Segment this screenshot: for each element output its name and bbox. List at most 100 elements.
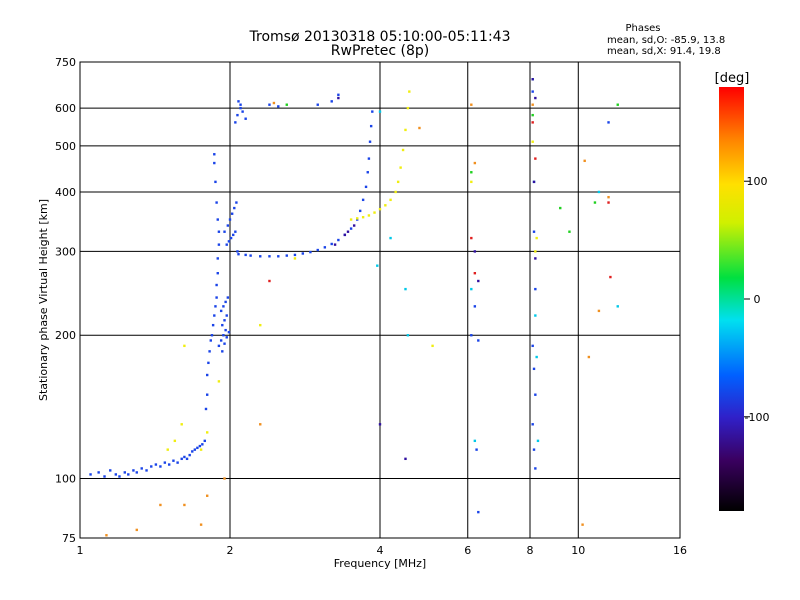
- data-point: [376, 264, 379, 267]
- phase-info-x-line: mean, sd,X: 91.4, 19.8: [607, 46, 721, 57]
- data-point: [367, 157, 371, 160]
- data-point: [234, 230, 237, 233]
- data-point: [406, 334, 410, 337]
- data-point: [140, 467, 143, 470]
- y-tick-labels: 75 100 200 300 400 500 600 750: [55, 56, 76, 545]
- data-point: [404, 287, 407, 291]
- data-point: [209, 339, 212, 342]
- data-point: [217, 230, 221, 233]
- data-point: [378, 207, 382, 211]
- data-point: [159, 465, 162, 468]
- data-point: [394, 190, 397, 194]
- data-point: [97, 471, 100, 474]
- data-point: [352, 224, 356, 227]
- data-point: [230, 212, 234, 215]
- data-point: [191, 450, 194, 453]
- data-point: [183, 503, 186, 507]
- data-point: [135, 528, 138, 532]
- data-point: [227, 240, 231, 243]
- data-point: [166, 448, 169, 451]
- data-point: [224, 300, 227, 304]
- data-point: [228, 218, 232, 221]
- data-point: [475, 448, 478, 451]
- data-point: [199, 448, 203, 451]
- data-point: [531, 344, 534, 348]
- data-point: [534, 314, 537, 317]
- data-point: [371, 110, 374, 113]
- data-point: [404, 457, 407, 461]
- data-point: [535, 355, 538, 359]
- data-point: [259, 255, 262, 258]
- y-tick-label: 100: [55, 473, 76, 486]
- data-point: [173, 439, 177, 443]
- data-point: [103, 475, 106, 478]
- data-point: [223, 342, 226, 345]
- data-point: [215, 283, 218, 287]
- data-point: [225, 336, 228, 339]
- data-point: [224, 328, 227, 332]
- data-point: [236, 113, 239, 117]
- data-point: [346, 230, 350, 233]
- data-point: [180, 457, 183, 461]
- data-point: [127, 473, 130, 476]
- phase-info-o-line: mean, sd,O: -85.9, 13.8: [607, 35, 725, 46]
- data-point: [234, 121, 237, 124]
- data-point: [559, 206, 562, 210]
- x-tick-label: 4: [377, 544, 384, 557]
- data-point: [163, 461, 167, 464]
- data-point: [259, 423, 262, 426]
- data-point: [355, 217, 359, 220]
- data-point: [477, 510, 480, 514]
- data-point: [473, 272, 477, 275]
- data-point: [364, 185, 368, 189]
- data-point: [268, 255, 271, 258]
- data-point: [473, 305, 477, 308]
- data-point: [531, 121, 534, 124]
- data-point: [531, 113, 534, 117]
- data-point: [135, 471, 138, 474]
- data-point: [205, 393, 209, 396]
- data-point: [473, 161, 477, 165]
- data-point: [531, 103, 534, 106]
- data-point: [587, 355, 591, 359]
- data-point: [193, 448, 197, 451]
- data-point: [593, 201, 597, 204]
- data-point: [293, 253, 297, 257]
- data-point: [470, 334, 473, 337]
- data-point: [204, 407, 208, 411]
- data-point: [333, 243, 337, 246]
- data-point: [109, 469, 112, 472]
- data-point: [406, 106, 410, 110]
- data-point: [404, 128, 407, 132]
- x-tick-label: 1: [77, 544, 84, 557]
- y-tick-label: 600: [55, 102, 76, 115]
- data-point: [272, 101, 276, 105]
- data-point: [268, 279, 271, 283]
- data-point: [216, 257, 219, 260]
- data-point: [196, 446, 199, 450]
- data-point: [236, 250, 239, 253]
- data-point: [309, 250, 312, 254]
- data-point: [216, 218, 219, 221]
- y-axis-label: Stationary phase Virtual Height [km]: [37, 199, 50, 401]
- data-point: [159, 503, 162, 507]
- data-point: [337, 93, 340, 96]
- chart-subtitle: RwPretec (8p): [331, 43, 429, 59]
- plot-frame: [79, 61, 681, 539]
- data-point: [223, 230, 226, 233]
- data-point: [225, 314, 228, 317]
- data-point: [233, 206, 236, 210]
- data-point: [597, 190, 601, 194]
- data-point: [534, 393, 537, 396]
- colorbar-tick-labels: 100 0 -100: [744, 175, 769, 424]
- data-point: [536, 439, 540, 443]
- data-point: [389, 236, 392, 240]
- data-point: [213, 153, 216, 156]
- data-point: [384, 204, 387, 207]
- data-point: [223, 477, 226, 480]
- data-point: [145, 469, 148, 472]
- data-point: [226, 224, 230, 227]
- data-point: [531, 423, 534, 426]
- data-point: [132, 469, 135, 472]
- data-point: [470, 180, 473, 184]
